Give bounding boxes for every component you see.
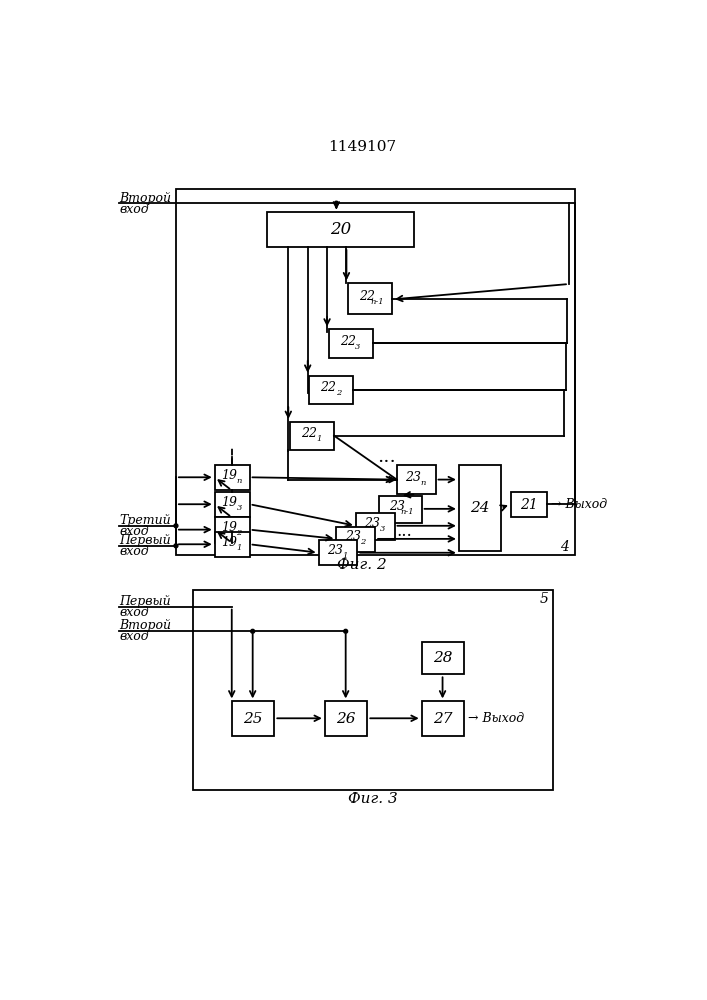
Bar (356, 513, 395, 540)
Bar (510, 492, 547, 517)
Text: 23: 23 (405, 471, 421, 484)
Text: → Выход: → Выход (551, 498, 607, 511)
Text: n-1: n-1 (370, 298, 384, 306)
Text: 1: 1 (342, 552, 348, 560)
Bar (309, 376, 354, 404)
Text: 3: 3 (380, 525, 385, 533)
Text: 1: 1 (316, 435, 322, 443)
Text: 23: 23 (344, 530, 361, 543)
Text: 21: 21 (520, 498, 538, 512)
Text: вход: вход (119, 606, 149, 619)
Text: 2: 2 (360, 538, 366, 546)
Text: 4: 4 (560, 540, 568, 554)
Text: 19: 19 (221, 469, 237, 482)
Text: 19: 19 (221, 496, 237, 509)
Text: ...: ... (396, 523, 411, 540)
Text: вход: вход (119, 630, 149, 643)
Text: Третий: Третий (119, 514, 171, 527)
Text: Фиг. 2: Фиг. 2 (337, 558, 387, 572)
Bar (397, 465, 436, 494)
Text: 1149107: 1149107 (328, 140, 396, 154)
Bar (193, 590, 554, 790)
Bar (337, 527, 375, 552)
Text: вход: вход (119, 545, 149, 558)
Bar (379, 496, 421, 523)
Text: 28: 28 (433, 651, 452, 665)
Text: 5: 5 (539, 592, 549, 606)
Text: 19: 19 (221, 521, 237, 534)
Text: n-1: n-1 (400, 508, 414, 516)
Text: n: n (421, 479, 426, 487)
Bar (319, 540, 357, 565)
Bar (348, 283, 392, 314)
Text: 27: 27 (433, 712, 452, 726)
Text: → Выход: → Выход (468, 712, 525, 725)
Bar (459, 465, 501, 551)
Text: 22: 22 (320, 381, 337, 394)
Bar (329, 329, 373, 358)
Text: 19: 19 (221, 536, 237, 549)
Circle shape (174, 544, 178, 548)
Text: 23: 23 (364, 517, 380, 530)
Text: 3: 3 (236, 504, 242, 512)
Text: ...: ... (378, 448, 396, 466)
Text: 22: 22 (301, 427, 317, 440)
Bar (421, 642, 464, 674)
Text: 3: 3 (355, 343, 361, 351)
Text: вход: вход (119, 525, 149, 538)
Text: 1: 1 (236, 544, 242, 552)
Bar (215, 532, 250, 557)
Text: 20: 20 (329, 221, 351, 238)
Bar (267, 212, 414, 247)
Bar (232, 701, 274, 736)
Bar (325, 701, 368, 736)
Bar (421, 701, 464, 736)
Text: Второй: Второй (119, 192, 171, 205)
Text: Первый: Первый (119, 534, 171, 547)
Text: 26: 26 (337, 712, 356, 726)
Text: 25: 25 (243, 712, 263, 726)
Bar (215, 492, 250, 517)
Circle shape (344, 629, 348, 633)
Text: 23: 23 (390, 500, 405, 513)
Text: вход: вход (119, 203, 149, 216)
Circle shape (251, 629, 255, 633)
Bar (176, 189, 575, 555)
Text: Второй: Второй (119, 619, 171, 632)
Text: n: n (236, 477, 242, 485)
Text: 24: 24 (470, 501, 489, 515)
Text: Первый: Первый (119, 595, 171, 608)
Circle shape (334, 201, 339, 205)
Bar (290, 422, 334, 450)
Bar (215, 517, 250, 543)
Text: 2: 2 (336, 389, 341, 397)
Text: 22: 22 (359, 290, 375, 303)
Text: 23: 23 (327, 544, 343, 557)
Text: 22: 22 (339, 335, 356, 348)
Text: Фиг. 3: Фиг. 3 (348, 792, 397, 806)
Text: 2: 2 (236, 529, 242, 537)
Circle shape (174, 524, 178, 528)
Bar (215, 465, 250, 490)
